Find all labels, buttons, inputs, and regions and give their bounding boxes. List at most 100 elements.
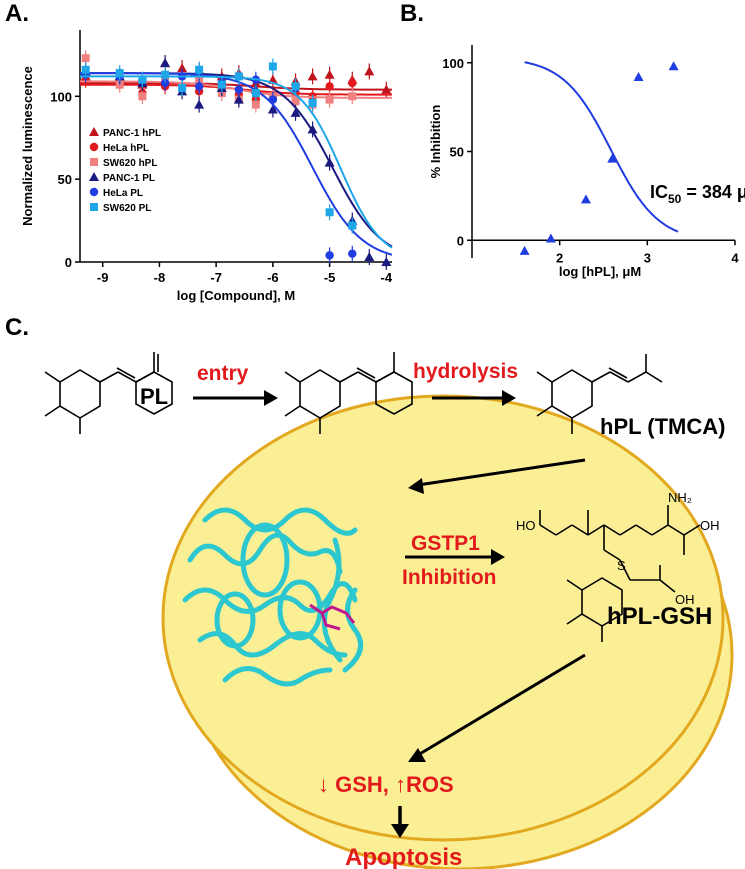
x-tick-label: 2 xyxy=(556,250,563,265)
gsh-ros-label: ↓ GSH, ↑ROS xyxy=(318,772,454,797)
legend-label: SW620 PL xyxy=(103,203,151,214)
data-point xyxy=(194,99,205,109)
x-axis-label: log [Compound], M xyxy=(177,288,295,303)
hpl-molecule xyxy=(536,354,663,434)
data-point xyxy=(381,84,392,94)
data-point xyxy=(251,88,260,97)
x-tick-label: -6 xyxy=(267,270,279,285)
data-point xyxy=(325,82,334,91)
data-point xyxy=(307,124,318,134)
fit-curve xyxy=(80,72,393,256)
legend-marker xyxy=(89,142,99,152)
data-point xyxy=(251,100,260,109)
pl-label: PL xyxy=(140,384,168,409)
data-point xyxy=(115,80,124,89)
data-point xyxy=(348,92,357,101)
y-tick-label: 0 xyxy=(457,233,464,248)
hpl-gsh-oh-label: OH xyxy=(700,518,720,533)
ic50-value: = 384 μM xyxy=(681,182,745,202)
data-point xyxy=(291,82,300,91)
pl-intracellular-molecule xyxy=(284,352,413,434)
chart-a: 0 50 100 -9 -8 -7 -6 -5 -4 log [Compound], M Norma… xyxy=(20,30,393,303)
arrow-to-gsh-ros xyxy=(417,653,586,757)
y-tick-label: 0 xyxy=(65,255,72,270)
legend-marker xyxy=(90,158,98,166)
data-point xyxy=(348,78,357,88)
legend-label: HeLa PL xyxy=(103,188,143,199)
data-point xyxy=(234,72,243,81)
hpl-gsh-ho-label: HO xyxy=(516,518,536,533)
data-point xyxy=(519,245,530,255)
data-point xyxy=(291,97,300,106)
data-point xyxy=(160,78,170,88)
data-point xyxy=(324,157,335,167)
data-point xyxy=(81,65,90,74)
data-point xyxy=(580,194,591,204)
hydrolysis-label: hydrolysis xyxy=(413,360,518,383)
y-tick-label: 50 xyxy=(450,145,464,160)
data-point xyxy=(364,66,375,76)
panel-b-letter: B. xyxy=(400,0,424,27)
data-point xyxy=(160,58,171,68)
legend-marker xyxy=(89,172,99,181)
data-point xyxy=(268,95,278,104)
data-point xyxy=(381,257,392,266)
data-point xyxy=(633,71,644,81)
y-tick-label: 50 xyxy=(58,172,72,187)
data-point xyxy=(178,84,187,92)
ligand xyxy=(309,603,356,631)
data-point xyxy=(290,107,301,117)
y-axis-label: % Inhibition xyxy=(428,105,443,179)
data-point xyxy=(217,80,226,89)
data-point xyxy=(195,65,204,74)
x-tick-label: -5 xyxy=(324,270,336,285)
y-tick-label: 100 xyxy=(442,56,464,71)
data-point xyxy=(177,63,188,73)
x-tick-label: -4 xyxy=(381,270,393,285)
hpl-gsh-oh2-label: OH xyxy=(675,592,695,607)
x-tick-label: 4 xyxy=(731,250,739,265)
diagram-c: PL entry hydrolysis hPL (TMCA) xyxy=(44,352,734,869)
data-point xyxy=(233,94,244,104)
hpl-gsh-nh2-label: NH₂ xyxy=(668,490,692,505)
hpl-gsh-s-label: S xyxy=(617,558,626,573)
x-axis-label: log [hPL], μM xyxy=(559,264,641,279)
arrow-to-protein xyxy=(417,458,586,487)
data-point xyxy=(194,82,204,91)
panel-c-letter: C. xyxy=(5,314,29,341)
data-point xyxy=(348,221,357,230)
x-tick-label: -8 xyxy=(154,270,166,285)
x-tick-label: 3 xyxy=(644,250,651,265)
data-point xyxy=(668,61,679,71)
data-point xyxy=(138,92,147,101)
legend-marker xyxy=(89,187,99,197)
data-point xyxy=(234,85,244,94)
y-tick-label: 100 xyxy=(50,89,72,104)
ic50-subscript: 50 xyxy=(668,192,682,206)
data-point xyxy=(324,69,335,79)
data-point xyxy=(364,252,375,262)
ic50-annotation: IC50 = 384 μM xyxy=(650,182,745,206)
hpl-gsh-label: hPL-GSH xyxy=(607,603,712,630)
inhibition-label: Inhibition xyxy=(402,566,496,589)
x-tick-label: -9 xyxy=(97,270,109,285)
cell-front-ellipse xyxy=(161,394,725,842)
fit-curve xyxy=(524,61,679,233)
data-point xyxy=(325,251,334,260)
x-tick-label: -7 xyxy=(210,270,222,285)
y-axis-label: Normalized luminescence xyxy=(20,66,35,226)
data-point xyxy=(607,153,618,163)
fit-curve xyxy=(80,82,392,91)
panel-a-letter: A. xyxy=(5,0,29,27)
pl-molecule xyxy=(44,352,173,434)
data-point xyxy=(545,233,556,243)
data-point xyxy=(308,98,317,107)
data-point xyxy=(81,54,90,63)
ic50-prefix: IC xyxy=(650,182,668,202)
hpl-tmca-label: hPL (TMCA) xyxy=(600,414,725,439)
data-point xyxy=(348,249,357,258)
data-point xyxy=(325,208,334,217)
apoptosis-label: Apoptosis xyxy=(345,844,462,869)
legend-label: HeLa hPL xyxy=(103,143,149,154)
